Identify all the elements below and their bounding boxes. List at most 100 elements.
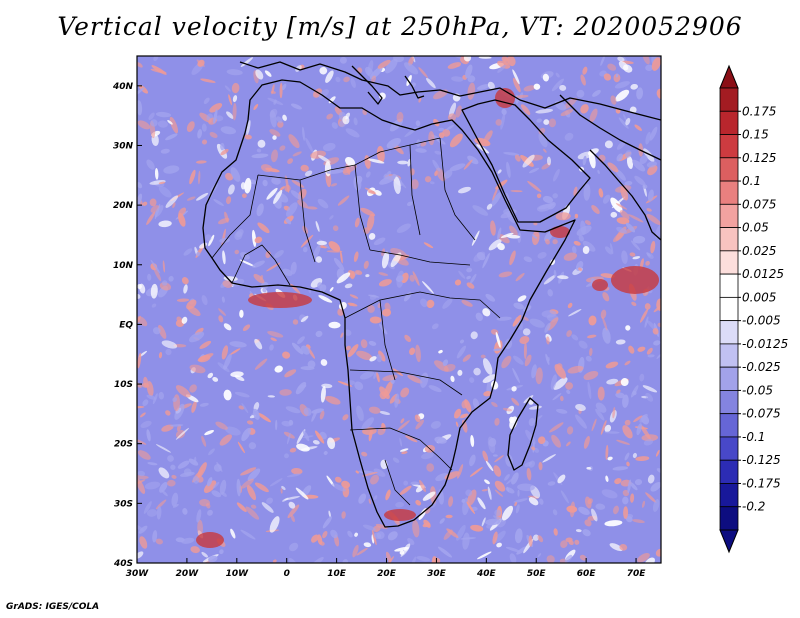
field-blob <box>279 389 292 396</box>
field-blob <box>181 316 188 324</box>
field-blob <box>469 273 477 284</box>
field-blob <box>615 203 628 210</box>
field-blob <box>360 207 376 217</box>
colorbar-label: 0.005 <box>742 290 776 304</box>
field-blob <box>186 121 195 132</box>
field-blob <box>559 84 567 91</box>
colorbar-label: 0.075 <box>742 197 776 211</box>
field-blob <box>532 534 540 541</box>
field-blob <box>426 463 435 472</box>
field-blob <box>246 485 257 501</box>
field-blob <box>637 346 646 352</box>
field-blob <box>269 478 283 487</box>
field-blob <box>418 97 422 103</box>
field-blob <box>522 328 531 336</box>
field-blob <box>331 483 346 492</box>
field-blob <box>137 193 143 205</box>
field-blob <box>249 179 257 185</box>
field-blob <box>513 355 524 365</box>
field-blob <box>497 169 502 174</box>
field-blob <box>237 441 245 454</box>
field-blob <box>254 236 263 244</box>
field-blob <box>146 429 151 442</box>
field-blob <box>385 58 398 74</box>
field-blob <box>535 367 543 385</box>
field-blob <box>186 196 196 201</box>
field-blob <box>341 480 351 489</box>
field-blob <box>137 475 149 480</box>
field-blob <box>576 225 592 236</box>
field-blob <box>381 251 390 269</box>
field-blob <box>589 108 598 123</box>
field-blob <box>487 436 496 454</box>
field-blob <box>313 244 321 259</box>
field-blob <box>223 389 232 401</box>
field-blob <box>165 348 172 356</box>
field-blob <box>438 127 445 132</box>
field-blob <box>639 413 648 423</box>
field-blob <box>269 108 278 118</box>
field-blob <box>168 275 174 282</box>
field-blob <box>632 159 646 172</box>
field-blob <box>160 148 170 154</box>
field-blob <box>289 447 297 453</box>
field-blob <box>426 299 435 309</box>
field-blob <box>622 394 629 408</box>
colorbar-label: -0.175 <box>742 476 781 490</box>
field-blob <box>443 363 456 372</box>
field-blob <box>432 159 441 172</box>
field-blob <box>631 301 637 307</box>
field-blob <box>212 376 219 382</box>
field-blob <box>551 78 564 92</box>
field-blob <box>149 198 157 207</box>
field-blob <box>355 470 360 474</box>
field-blob <box>292 319 299 325</box>
colorbar-label: -0.025 <box>742 360 781 374</box>
colorbar-label: 0.125 <box>742 151 776 165</box>
field-blob <box>241 403 249 414</box>
field-blob <box>582 155 587 166</box>
field-blob <box>246 420 254 425</box>
field-blob <box>240 57 254 67</box>
field-blob <box>646 208 652 212</box>
field-blob <box>591 205 600 214</box>
field-blob <box>445 514 453 519</box>
field-blob <box>431 323 439 330</box>
field-blob <box>244 177 252 194</box>
field-blob <box>582 246 590 254</box>
field-blob <box>162 260 166 273</box>
field-blob <box>330 183 338 187</box>
field-blob <box>531 446 536 451</box>
field-blob <box>221 345 229 360</box>
field-blob <box>533 447 540 453</box>
field-blob <box>615 392 625 399</box>
field-blob <box>347 344 359 358</box>
field-blob <box>469 454 476 467</box>
field-blob <box>284 369 297 378</box>
field-blob <box>248 442 257 450</box>
field-blob <box>344 329 352 336</box>
field-blob <box>584 519 592 527</box>
field-blob <box>288 557 298 563</box>
field-blob <box>523 395 534 404</box>
field-blob <box>422 281 434 294</box>
colorbar-label: -0.05 <box>742 383 773 397</box>
field-blob <box>358 493 367 504</box>
field-blob <box>430 420 441 429</box>
field-blob <box>513 498 528 503</box>
field-blob <box>624 452 630 461</box>
field-blob <box>637 552 650 563</box>
field-blob <box>412 519 420 538</box>
field-blob <box>319 66 328 75</box>
field-blob <box>172 504 179 508</box>
field-blob <box>189 169 196 185</box>
field-blob <box>537 436 546 444</box>
field-blob <box>330 529 338 539</box>
field-blob <box>218 217 230 225</box>
field-blob <box>629 252 636 257</box>
field-blob <box>188 458 199 466</box>
field-blob <box>404 62 419 75</box>
field-blob <box>286 202 298 217</box>
field-blob <box>563 97 578 110</box>
longitude-axis: 30W 20W 10W 0 10E 20E 30E 40E 50E 60E 70E <box>126 558 646 579</box>
